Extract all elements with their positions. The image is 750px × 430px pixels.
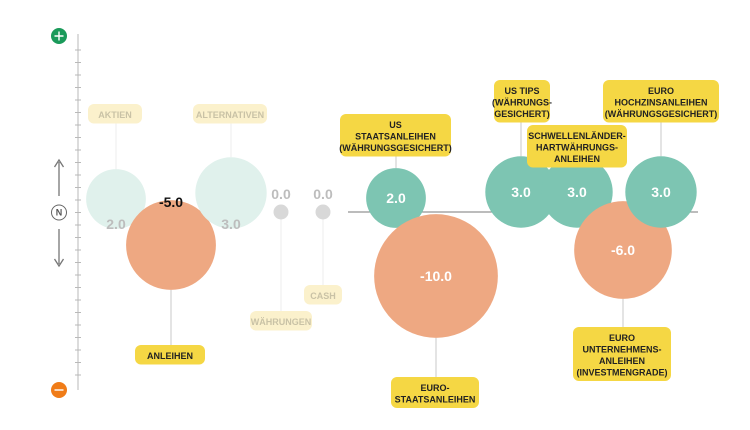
vertical-axis: N [51, 28, 81, 398]
bubble-waehrungen [273, 204, 289, 220]
label-text: STAATSANLEIHEN [355, 132, 436, 142]
value-label-euro-hochzins: 3.0 [651, 184, 671, 200]
label-box-euro-staatsanleihen: EURO- STAATSANLEIHEN [391, 377, 479, 408]
value-label-alternativen: 3.0 [221, 216, 241, 232]
label-text: US [389, 120, 402, 130]
label-box-us-tips: US TIPS (WÄHRUNGS-GESICHERT) [492, 80, 552, 123]
bubble-euro-hochzins [625, 156, 697, 228]
bubble-aktien [86, 169, 146, 229]
neutral-label: N [56, 208, 63, 218]
label-text: (WÄHRUNGSGESICHERT) [605, 109, 718, 119]
minus-icon [51, 382, 67, 398]
bubbles: 2.0 -5.0 3.0 0.0 0.0 2.0 -10.0 3.0 3.0 -6.0 3.0 [86, 156, 697, 338]
value-label-us-staatsanleihen: 2.0 [386, 190, 406, 206]
label-box-cash: CASH [304, 285, 342, 305]
label-box-us-staatsanleihen: US STAATSANLEIHEN(WÄHRUNGSGESICHERT) [339, 114, 452, 157]
label-text: US TIPS [504, 86, 539, 96]
bubble-us-staatsanleihen [366, 168, 426, 228]
value-label-cash: 0.0 [313, 186, 333, 202]
label-box-aktien: AKTIEN [88, 104, 142, 124]
label-text: HARTWÄHRUNGS- [536, 143, 618, 153]
bubble-euro-unternehmensanleihen [574, 201, 672, 299]
bubble-euro-staatsanleihen [374, 214, 498, 338]
bubble-cash [315, 204, 331, 220]
label-text: (INVESTMENGRADE) [576, 368, 667, 378]
label-text: EURO [648, 86, 674, 96]
plus-icon [51, 28, 67, 44]
bubble-alternativen [195, 157, 267, 229]
label-box-euro-unternehmensanleihen: EURO UNTERNEHMENS-ANLEIHEN (INVESTMENGRADE… [573, 327, 671, 381]
bubble-schwellenlaender [541, 156, 613, 228]
label-text: AKTIEN [98, 110, 132, 120]
value-label-waehrungen: 0.0 [271, 186, 291, 202]
label-box-waehrungen: WÄHRUNGEN [250, 311, 312, 331]
value-label-us-tips: 3.0 [511, 184, 531, 200]
value-label-anleihen: -5.0 [159, 194, 183, 210]
label-text: UNTERNEHMENS- [582, 345, 661, 355]
value-label-aktien: 2.0 [106, 216, 126, 232]
bubble-us-tips [485, 156, 557, 228]
arrow-up-icon [53, 158, 65, 196]
label-box-alternativen: ALTERNATIVEN [193, 104, 267, 124]
label-boxes: AKTIEN ANLEIHEN ALTERNATIVEN WÄHRUNGEN CASH U… [88, 80, 719, 408]
label-text: HOCHZINSANLEIHEN [614, 98, 707, 108]
label-text: ANLEIHEN [599, 356, 645, 366]
label-text: WÄHRUNGEN [251, 317, 312, 327]
label-text: CASH [310, 291, 336, 301]
label-text: ALTERNATIVEN [196, 110, 264, 120]
label-text: (WÄHRUNGS- [492, 98, 552, 108]
label-text: EURO [609, 333, 635, 343]
value-label-euro-staatsanleihen: -10.0 [420, 268, 452, 284]
arrow-down-icon [53, 229, 65, 268]
label-text: ANLEIHEN [554, 154, 600, 164]
label-text: ANLEIHEN [147, 351, 193, 361]
label-text: GESICHERT) [494, 109, 550, 119]
label-text: SCHWELLENLÄNDER- [528, 131, 626, 141]
label-box-anleihen: ANLEIHEN [135, 345, 205, 365]
bubble-anleihen [126, 200, 216, 290]
value-label-schwellenlaender: 3.0 [567, 184, 587, 200]
value-label-euro-unternehmensanleihen: -6.0 [611, 242, 635, 258]
label-box-schwellenlaender: SCHWELLENLÄNDER- HARTWÄHRUNGS-ANLEIHEN [527, 125, 627, 168]
label-text: (WÄHRUNGSGESICHERT) [339, 143, 452, 153]
neutral-marker: N [51, 204, 67, 221]
label-box-euro-hochzins: EURO HOCHZINSANLEIHEN(WÄHRUNGSGESICHERT) [603, 80, 719, 123]
label-text: EURO- [421, 383, 450, 393]
label-text: STAATSANLEIHEN [395, 395, 476, 405]
